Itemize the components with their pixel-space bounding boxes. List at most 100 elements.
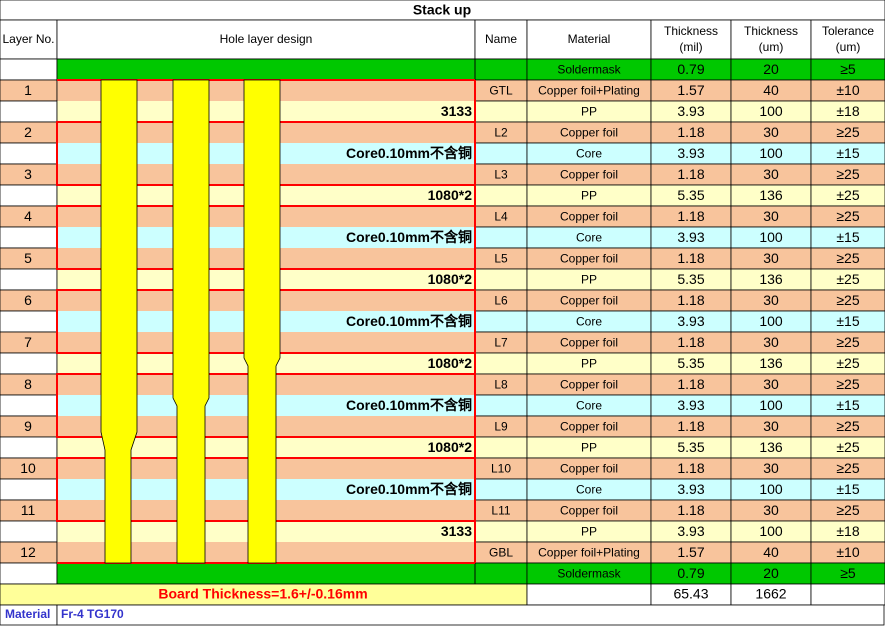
layer-no: 7: [24, 334, 32, 350]
cell: [57, 248, 475, 269]
thickness-mil: 1.18: [677, 208, 704, 224]
cell: [810, 19, 885, 60]
tolerance: ±15: [836, 313, 859, 329]
cell: [57, 416, 475, 437]
material: Copper foil: [560, 126, 618, 140]
layer-name: L11: [491, 504, 510, 518]
thickness-um: 20: [763, 565, 779, 581]
thickness-mil: 5.35: [677, 355, 704, 371]
cell: [0, 268, 58, 291]
layer-no: 10: [20, 460, 36, 476]
cell: [0, 394, 58, 417]
thickness-mil: 1.18: [677, 418, 704, 434]
thickness-um: 30: [763, 502, 779, 518]
material: Soldermask: [557, 567, 621, 581]
cell: [57, 521, 475, 542]
thickness-um: 136: [759, 439, 783, 455]
material: Copper foil: [560, 294, 618, 308]
cell: [474, 478, 528, 501]
material: PP: [581, 357, 597, 371]
material-value: Fr-4 TG170: [61, 607, 124, 621]
tolerance: ±25: [836, 187, 859, 203]
cell: [57, 122, 475, 143]
design-label: Core0.10mm不含铜: [346, 397, 472, 413]
material: Copper foil: [560, 336, 618, 350]
layer-name: L8: [494, 378, 508, 392]
tolerance: ≥25: [836, 502, 859, 518]
thickness-mil: 1.18: [677, 250, 704, 266]
tolerance: ≥25: [836, 166, 859, 182]
material: PP: [581, 273, 597, 287]
total-um: 1662: [755, 586, 786, 602]
thickness-um: 100: [759, 397, 783, 413]
cell: [0, 436, 58, 459]
thickness-um: 136: [759, 355, 783, 371]
thickness-um: 20: [763, 61, 779, 77]
tolerance: ±15: [836, 397, 859, 413]
thickness-mil: 3.93: [677, 397, 704, 413]
design-label: 1080*2: [428, 271, 473, 287]
material: Soldermask: [557, 63, 621, 77]
tolerance: ≥25: [836, 376, 859, 392]
cell: [526, 583, 652, 606]
header: (um): [759, 40, 784, 54]
layer-name: L2: [494, 126, 508, 140]
material: Core: [576, 231, 602, 245]
tolerance: ≥25: [836, 208, 859, 224]
design-label: Core0.10mm不含铜: [346, 481, 472, 497]
header: (mil): [679, 40, 702, 54]
tolerance: ≥5: [840, 565, 856, 581]
thickness-mil: 1.18: [677, 334, 704, 350]
thickness-mil: 1.57: [677, 82, 704, 98]
material: Copper foil: [560, 252, 618, 266]
thickness-um: 40: [763, 82, 779, 98]
design-label: Core0.10mm不含铜: [346, 145, 472, 161]
layer-no: 6: [24, 292, 32, 308]
header: Name: [485, 32, 517, 46]
material: Copper foil: [560, 420, 618, 434]
tolerance: ±10: [836, 82, 859, 98]
cell: [474, 100, 528, 123]
thickness-mil: 3.93: [677, 229, 704, 245]
thickness-um: 136: [759, 271, 783, 287]
total-mil: 65.43: [673, 586, 708, 602]
cell: [474, 520, 528, 543]
thickness-um: 40: [763, 544, 779, 560]
layer-name: L7: [494, 336, 508, 350]
thickness-mil: 3.93: [677, 145, 704, 161]
tolerance: ±10: [836, 544, 859, 560]
material: Copper foil+Plating: [538, 84, 640, 98]
cell: [474, 562, 528, 585]
cell: [0, 58, 58, 81]
layer-name: L4: [494, 210, 508, 224]
cell: [57, 269, 475, 290]
thickness-um: 30: [763, 376, 779, 392]
board-thickness: Board Thickness=1.6+/-0.16mm: [158, 586, 367, 602]
cell: [57, 290, 475, 311]
header: Thickness: [744, 24, 798, 38]
title: Stack up: [413, 2, 471, 18]
design-label: 3133: [441, 523, 472, 539]
layer-no: 12: [20, 544, 36, 560]
cell: [474, 310, 528, 333]
tolerance: ±15: [836, 229, 859, 245]
header: Layer No.: [2, 32, 54, 46]
thickness-um: 100: [759, 145, 783, 161]
material: Copper foil: [560, 378, 618, 392]
material: Copper foil: [560, 462, 618, 476]
layer-name: GTL: [489, 84, 513, 98]
header: Thickness: [664, 24, 718, 38]
layer-no: 3: [24, 166, 32, 182]
thickness-mil: 3.93: [677, 313, 704, 329]
cell: [0, 142, 58, 165]
layer-no: 11: [21, 502, 36, 518]
thickness-mil: 0.79: [677, 565, 704, 581]
material: PP: [581, 105, 597, 119]
thickness-um: 100: [759, 481, 783, 497]
material: PP: [581, 189, 597, 203]
tolerance: ≥25: [836, 124, 859, 140]
design-label: 1080*2: [428, 439, 473, 455]
cell: [474, 268, 528, 291]
tolerance: ≥25: [836, 250, 859, 266]
cell: [0, 562, 58, 585]
